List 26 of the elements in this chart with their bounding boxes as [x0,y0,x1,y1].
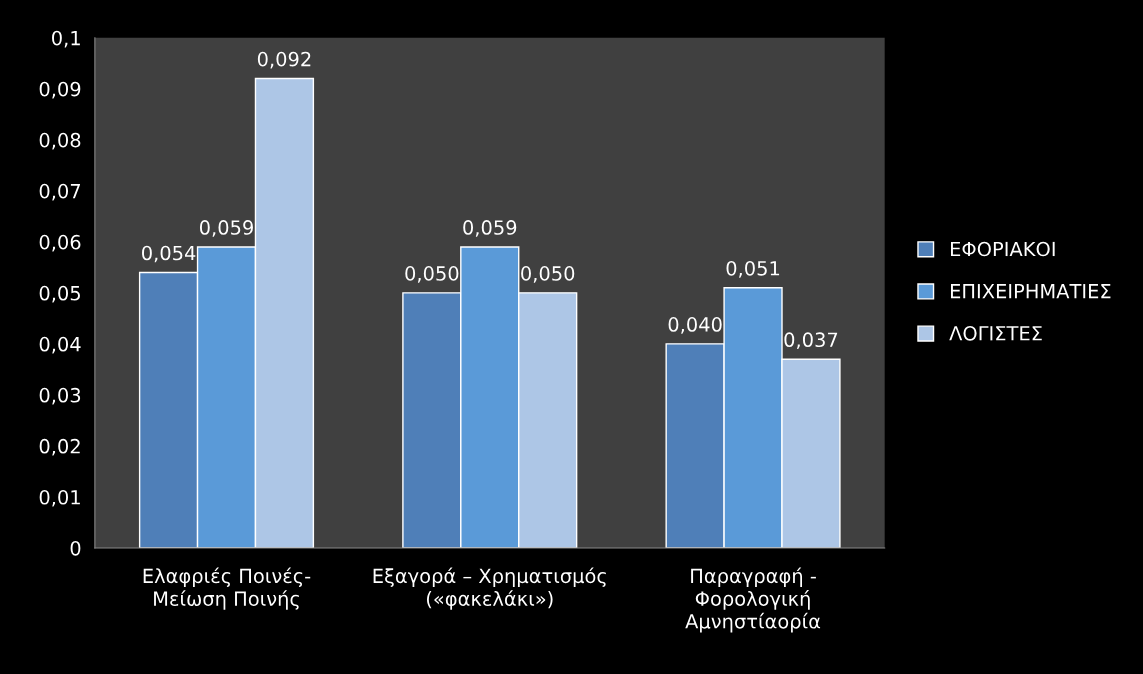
legend-label: ΕΠΙΧΕΙΡΗΜΑΤΙΕΣ [951,284,1111,299]
y-tick-label: 0,03 [39,387,81,405]
data-label: 0,054 [142,245,196,263]
data-label: 0,051 [726,260,780,278]
y-tick-label: 0,1 [52,30,80,48]
data-label: 0,050 [521,266,575,283]
legend-label: ΕΦΟΡΙΑΚΟΙ [951,241,1055,257]
y-tick-label: 0,01 [39,489,80,507]
y-tick-label: 0,09 [39,81,81,99]
y-tick-label: 0,05 [39,285,80,303]
data-label: 0,092 [257,51,311,69]
data-label: 0,059 [463,220,517,237]
y-tick-label: 0,06 [39,234,81,252]
x-tick-label: Εξαγορά – Χρηματισμός («φακελάκι») [373,567,606,610]
y-tick-label: 0,02 [39,438,80,456]
legend-label: ΛΟΓΙΣΤΕΣ [949,325,1042,341]
y-tick-label: 0,04 [39,336,81,354]
data-label: 0,040 [668,317,722,334]
data-label: 0,059 [199,220,253,237]
data-label: 0,050 [405,266,459,283]
y-tick-label: 0,07 [39,183,81,201]
y-tick-label: 0 [70,540,81,556]
y-tick-label: 0,08 [39,132,81,150]
data-label: 0,037 [784,332,838,350]
x-tick-label: Παραγραφή - Φορολογική Αμνηστίαορία [685,567,821,633]
x-tick-label: Ελαφριές Ποινές- Μείωση Ποινής [143,567,311,610]
